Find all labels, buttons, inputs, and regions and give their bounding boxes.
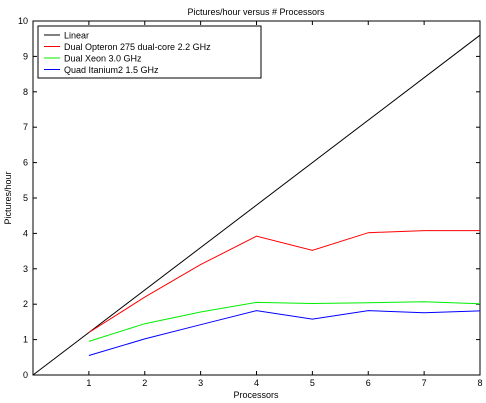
y-tick-label: 5 (23, 193, 28, 203)
y-tick-label: 9 (23, 51, 28, 61)
x-tick-label: 6 (366, 378, 371, 388)
x-tick-label: 5 (310, 378, 315, 388)
y-tick-label: 8 (23, 87, 28, 97)
legend-label: Dual Opteron 275 dual-core 2.2 GHz (64, 42, 211, 52)
series-line-linear (32, 34, 481, 376)
y-tick-label: 7 (23, 122, 28, 132)
series-group (32, 34, 481, 376)
y-tick-label: 0 (23, 370, 28, 380)
x-tick-label: 2 (142, 378, 147, 388)
y-tick-label: 10 (18, 16, 28, 26)
x-tick-label: 1 (86, 378, 91, 388)
y-tick-label: 1 (23, 335, 28, 345)
legend-label: Linear (64, 31, 89, 41)
chart-title: Pictures/hour versus # Processors (187, 7, 325, 17)
axes: 1 2 3 4 5 6 7 8 0 1 2 3 4 5 6 7 8 9 10 (18, 16, 483, 388)
legend-label: Dual Xeon 3.0 GHz (64, 54, 142, 64)
x-tick-label: 4 (254, 378, 259, 388)
y-axis-label: Pictures/hour (3, 171, 13, 224)
series-line-quad-itanium2-1-5-ghz (88, 310, 481, 356)
plot-area (32, 20, 481, 376)
x-tick-label: 8 (477, 378, 482, 388)
y-tick-label: 2 (23, 299, 28, 309)
y-tick-label: 4 (23, 228, 28, 238)
series-line-dual-opteron-275-dual-core-2-2-ghz (88, 230, 480, 333)
x-tick-label: 3 (198, 378, 203, 388)
x-axis-label: Processors (233, 390, 279, 400)
series-line-dual-xeon-3-0-ghz (88, 301, 481, 342)
y-tick-label: 6 (23, 158, 28, 168)
x-tick-label: 7 (422, 378, 427, 388)
y-tick-label: 3 (23, 264, 28, 274)
legend-label: Quad Itanium2 1.5 GHz (64, 65, 159, 75)
legend-box (37, 25, 262, 79)
